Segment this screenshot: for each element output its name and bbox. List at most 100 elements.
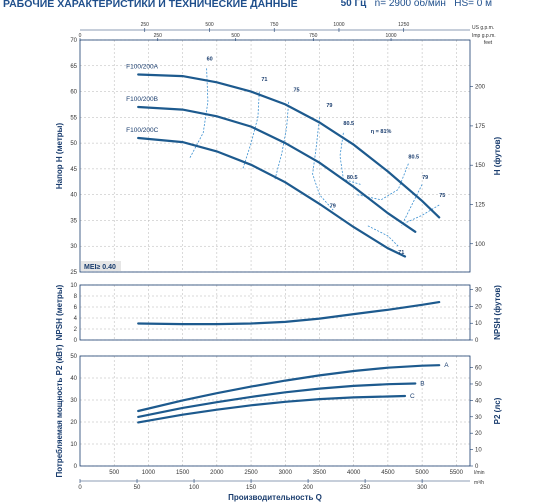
efficiency-isoline [339, 132, 361, 185]
x-tick-lmin: 4000 [347, 470, 361, 476]
y-tick-label-right: 175 [475, 124, 486, 130]
x-tick-m3h: 150 [246, 485, 257, 491]
x-tick-lmin: 1000 [142, 470, 156, 476]
y-tick-label: 45 [70, 167, 77, 173]
efficiency-label: 80.5 [347, 175, 358, 181]
chart-title: РАБОЧИЕ ХАРАКТЕРИСТИКИ И ТЕХНИЧЕСКИЕ ДАН… [3, 0, 298, 10]
efficiency-label: 79 [326, 103, 332, 109]
y-tick-label: 10 [70, 442, 77, 448]
speed-label: n= 2900 об/мин [374, 0, 446, 9]
y-tick-label: 40 [70, 376, 77, 382]
y-tick-label-right: 10 [475, 321, 482, 327]
y-tick-label: 8 [74, 294, 78, 300]
y-tick-label: 50 [70, 354, 77, 360]
y-tick-label-right: 50 [475, 382, 482, 388]
x-tick-m3h: 200 [303, 485, 314, 491]
y-tick-label: 0 [74, 464, 78, 470]
power-curve-a [137, 364, 441, 413]
efficiency-label: 75 [293, 88, 299, 94]
top-tick-impgpm: 250 [154, 33, 163, 39]
frequency-label: 50 Гц [340, 0, 367, 9]
x-tick-m3h: 250 [360, 485, 371, 491]
y-tick-label-right: 40 [475, 398, 482, 404]
x-tick-m3h: 50 [134, 485, 141, 491]
top-tick-usgpm: 750 [270, 22, 279, 28]
x-tick-lmin: 3500 [313, 470, 327, 476]
y-tick-label: 30 [70, 398, 77, 404]
y-tick-label-right: 125 [475, 202, 486, 208]
power-curve-label: C [410, 393, 415, 400]
y-tick-label-right: 30 [475, 288, 482, 294]
y-tick-label: 70 [70, 38, 77, 44]
efficiency-label: 79 [422, 175, 428, 181]
power-curve-c [137, 394, 407, 424]
y-tick-label-right: 150 [475, 163, 486, 169]
panel-frame [79, 355, 471, 467]
y-tick-label-right: 60 [475, 366, 482, 372]
head-curve-label: F100/200A [126, 64, 158, 71]
top-tick-usgpm: 1250 [398, 22, 409, 28]
efficiency-isoline [274, 101, 290, 180]
head-curve-f100-200c [137, 136, 407, 258]
head-curve-f100-200b [137, 105, 417, 233]
top-tick-impgpm: 750 [309, 33, 318, 39]
y-tick-label: 25 [70, 270, 77, 276]
y-tick-label: 35 [70, 218, 77, 224]
panel-frame [79, 284, 471, 341]
top-tick-usgpm: 500 [205, 22, 214, 28]
head-curve-f100-200a [137, 73, 441, 219]
mei-box [81, 261, 121, 271]
y-tick-label: 40 [70, 193, 77, 199]
x-tick-lmin: 2500 [244, 470, 258, 476]
efficiency-isoline [367, 225, 399, 247]
efficiency-label: 80.5 [408, 155, 419, 161]
y-tick-label: 10 [70, 283, 77, 289]
y-tick-label-right: 30 [475, 415, 482, 421]
y-tick-label-right: 0 [475, 464, 479, 470]
y-tick-label-right: 200 [475, 85, 486, 91]
y-axis-title-right: NPSH (футов) [493, 285, 502, 340]
y-axis-title: NPSH (метры) [55, 284, 64, 340]
efficiency-label: 80.5 [343, 121, 354, 127]
head-curve-label: F100/200B [126, 96, 158, 103]
y-tick-label: 6 [74, 305, 78, 311]
efficiency-label: 75 [439, 193, 445, 199]
impgpm-unit: Imp g.p.m. [472, 33, 496, 39]
efficiency-label: 60 [207, 57, 213, 63]
y-axis-title-right: H (футов) [493, 136, 502, 175]
x-unit-lmin: l/min [474, 470, 485, 476]
x-tick-lmin: 5000 [415, 470, 429, 476]
y-tick-label: 2 [74, 327, 78, 333]
power-curve-label: B [420, 381, 424, 388]
y-tick-label-right: 0 [475, 338, 479, 344]
efficiency-isoline [404, 204, 440, 224]
efficiency-label: 79 [330, 204, 336, 210]
x-tick-lmin: 1500 [176, 470, 190, 476]
y-tick-label-right: 20 [475, 431, 482, 437]
operating-conditions: 50 Гц n= 2900 об/мин HS= 0 м [341, 0, 492, 9]
panel-frame [79, 39, 471, 273]
y-tick-label: 30 [70, 244, 77, 250]
hs-label: HS= 0 м [454, 0, 492, 9]
power-curve-label: A [444, 362, 449, 369]
y-tick-label-right: 10 [475, 448, 482, 454]
y-tick-label-right: 20 [475, 304, 482, 310]
feet-unit: feet [484, 40, 493, 46]
x-axis-title: Производительность Q [228, 493, 322, 502]
x-tick-lmin: 4500 [381, 470, 395, 476]
usgpm-unit: US g.p.m. [472, 25, 494, 31]
x-unit-m3h: m³/h [474, 480, 484, 486]
x-tick-m3h: 300 [417, 485, 428, 491]
x-tick-m3h: 100 [189, 485, 200, 491]
y-axis-title: Напор H (метры) [55, 123, 64, 190]
efficiency-label: 71 [261, 77, 267, 83]
y-tick-label-right: 100 [475, 242, 486, 248]
efficiency-label: η = 81% [371, 129, 392, 135]
y-axis-title-right: P2 (лс) [493, 397, 502, 424]
efficiency-isoline [357, 163, 409, 201]
x-tick-lmin: 3000 [279, 470, 293, 476]
top-tick-usgpm: 1000 [333, 22, 344, 28]
y-tick-label: 55 [70, 115, 77, 121]
x-tick-lmin: 5500 [450, 470, 464, 476]
